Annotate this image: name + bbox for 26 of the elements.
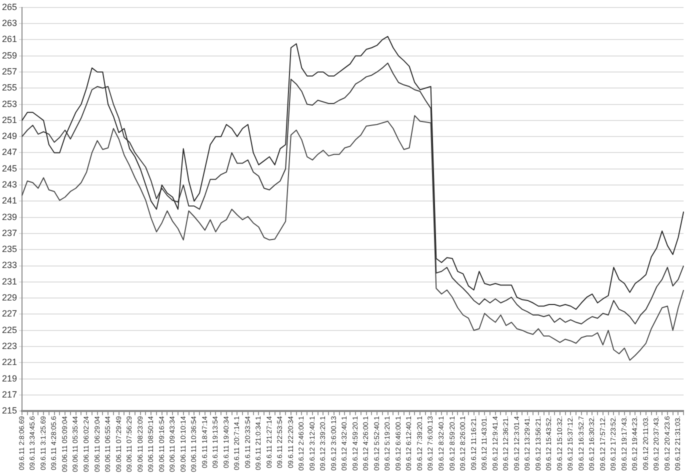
y-tick-label: 259 xyxy=(2,50,18,60)
y-tick-label: 227 xyxy=(2,308,18,319)
y-tick-label: 233 xyxy=(2,260,18,270)
y-tick-label: 261 xyxy=(2,34,18,44)
y-tick-label: 219 xyxy=(2,373,18,384)
y-tick-label: 245 xyxy=(2,163,18,174)
y-tick-label: 265 xyxy=(2,2,18,12)
y-tick-label: 235 xyxy=(2,244,18,254)
y-tick-label: 239 xyxy=(2,212,18,222)
y-tick-label: 255 xyxy=(2,82,18,93)
y-tick-label: 257 xyxy=(2,66,18,76)
y-tick-label: 241 xyxy=(2,196,18,206)
y-tick-label: 251 xyxy=(2,114,18,125)
y-tick-label: 229 xyxy=(2,292,18,303)
y-tick-label: 247 xyxy=(2,147,18,158)
y-tick-label: 249 xyxy=(2,131,18,142)
y-tick-label: 225 xyxy=(2,324,18,335)
y-tick-label: 221 xyxy=(2,357,18,368)
y-tick-label: 263 xyxy=(2,18,18,28)
y-tick-label: 215 xyxy=(2,406,18,416)
y-tick-label: 231 xyxy=(2,276,18,286)
y-tick-label: 243 xyxy=(2,180,18,190)
y-tick-label: 217 xyxy=(2,389,18,400)
y-tick-label: 223 xyxy=(2,340,18,351)
y-tick-label: 237 xyxy=(2,228,18,238)
y-tick-label: 253 xyxy=(2,98,18,109)
